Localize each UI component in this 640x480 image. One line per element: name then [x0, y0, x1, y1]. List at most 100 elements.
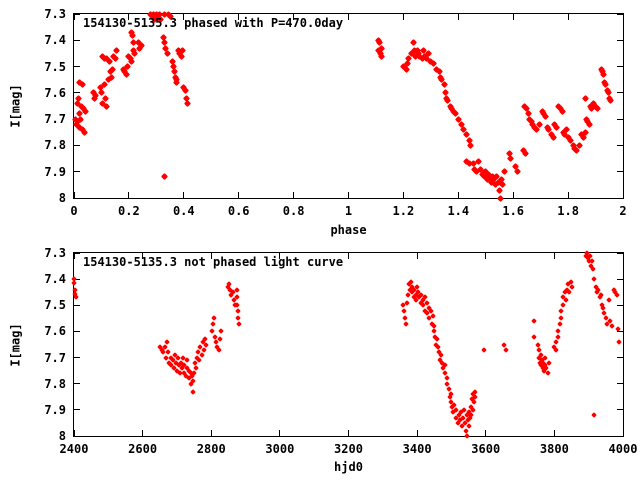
data-point	[430, 312, 436, 319]
x-tick-mark	[348, 430, 349, 436]
data-point	[609, 323, 615, 330]
x-tick-mark	[485, 430, 487, 436]
x-tick-label: 0.8	[282, 204, 305, 218]
y-tick-mark	[617, 39, 623, 41]
data-point	[215, 346, 222, 353]
y-tick-mark	[617, 13, 623, 15]
x-tick-mark	[238, 14, 240, 20]
y-tick-label: 7.8	[44, 138, 66, 153]
data-point	[589, 257, 595, 264]
data-point	[557, 320, 563, 327]
data-point	[235, 307, 241, 314]
unphased-plot: 154130-5135.3 not phased light curve I[m…	[9, 246, 638, 474]
y-tick-mark	[617, 171, 623, 173]
y-tick-mark	[617, 357, 623, 359]
data-point	[598, 291, 604, 298]
y-tick-mark	[617, 197, 623, 199]
y-tick-label: 7.6	[44, 85, 66, 100]
data-point	[569, 284, 576, 290]
x-tick-mark	[567, 14, 569, 20]
y-tick-label: 7.9	[44, 164, 66, 179]
unphased-y-axis-label: I[mag]	[8, 322, 23, 367]
x-tick-mark	[622, 192, 624, 198]
data-point	[189, 388, 196, 395]
y-tick-label: 7.5	[44, 59, 66, 74]
data-point	[163, 49, 171, 57]
y-tick-label: 7.4	[44, 272, 66, 287]
y-tick-mark	[617, 118, 623, 120]
data-point	[409, 39, 417, 47]
x-tick-label: 1.2	[392, 204, 415, 218]
y-tick-mark	[617, 66, 623, 68]
data-point	[557, 315, 564, 322]
y-tick-mark	[617, 330, 623, 332]
unphased-plot-area	[71, 250, 624, 439]
phased-plot-title: 154130-5135.3 phased with P=470.0day	[83, 16, 344, 30]
data-point	[531, 333, 538, 340]
y-tick-mark	[617, 304, 623, 306]
x-tick-mark	[622, 14, 624, 20]
x-tick-mark	[73, 192, 75, 198]
data-point	[613, 291, 620, 298]
data-point	[235, 320, 242, 327]
x-tick-label: 1.6	[502, 204, 525, 218]
x-tick-mark	[279, 430, 281, 436]
data-point	[549, 133, 557, 142]
x-tick-mark	[622, 430, 624, 436]
x-tick-mark	[416, 430, 418, 436]
y-tick-label: 8	[58, 191, 66, 205]
data-point	[591, 412, 598, 418]
data-point	[503, 346, 510, 353]
y-tick-mark	[617, 383, 623, 385]
data-point	[468, 412, 475, 418]
data-point	[401, 315, 408, 322]
data-point	[210, 320, 217, 327]
data-point	[403, 299, 410, 306]
phased-x-axis-label: phase	[330, 223, 367, 237]
x-tick-mark	[512, 192, 514, 198]
y-tick-mark	[74, 66, 80, 68]
data-point	[378, 44, 386, 52]
data-point	[553, 123, 561, 131]
y-tick-mark	[617, 252, 623, 254]
y-tick-mark	[74, 171, 80, 173]
y-tick-label: 7.3	[44, 7, 66, 21]
x-tick-mark	[142, 430, 144, 436]
x-tick-mark	[402, 192, 404, 198]
x-tick-label: 3400	[402, 442, 432, 456]
y-tick-label: 7.3	[44, 246, 66, 260]
y-tick-label: 7.7	[44, 350, 66, 365]
x-tick-mark	[622, 253, 624, 259]
y-tick-mark	[74, 39, 80, 41]
data-point	[542, 354, 549, 361]
x-tick-mark	[402, 14, 404, 20]
y-tick-label: 7.4	[44, 33, 66, 48]
x-tick-mark	[485, 253, 487, 259]
y-tick-label: 8	[58, 429, 66, 443]
y-tick-mark	[74, 13, 80, 15]
data-point	[193, 365, 199, 371]
x-tick-mark	[348, 14, 349, 20]
data-point	[566, 289, 573, 296]
x-tick-label: 0.4	[172, 204, 195, 218]
data-point	[103, 102, 111, 110]
y-tick-mark	[617, 144, 623, 146]
x-tick-mark	[457, 14, 459, 20]
x-tick-label: 0.2	[118, 204, 140, 218]
data-point	[403, 320, 409, 327]
data-point	[554, 333, 561, 340]
x-tick-mark	[73, 253, 75, 259]
x-tick-mark	[73, 430, 75, 436]
x-tick-mark	[567, 192, 569, 198]
y-tick-label: 7.6	[44, 324, 66, 339]
data-point	[81, 128, 89, 136]
data-point	[190, 378, 197, 384]
y-tick-mark	[74, 144, 80, 146]
x-tick-label: 2400	[59, 442, 89, 456]
data-point	[563, 297, 569, 303]
y-tick-mark	[74, 357, 80, 359]
data-point	[440, 81, 448, 89]
data-point	[530, 318, 537, 324]
x-tick-label: 1	[344, 204, 353, 218]
